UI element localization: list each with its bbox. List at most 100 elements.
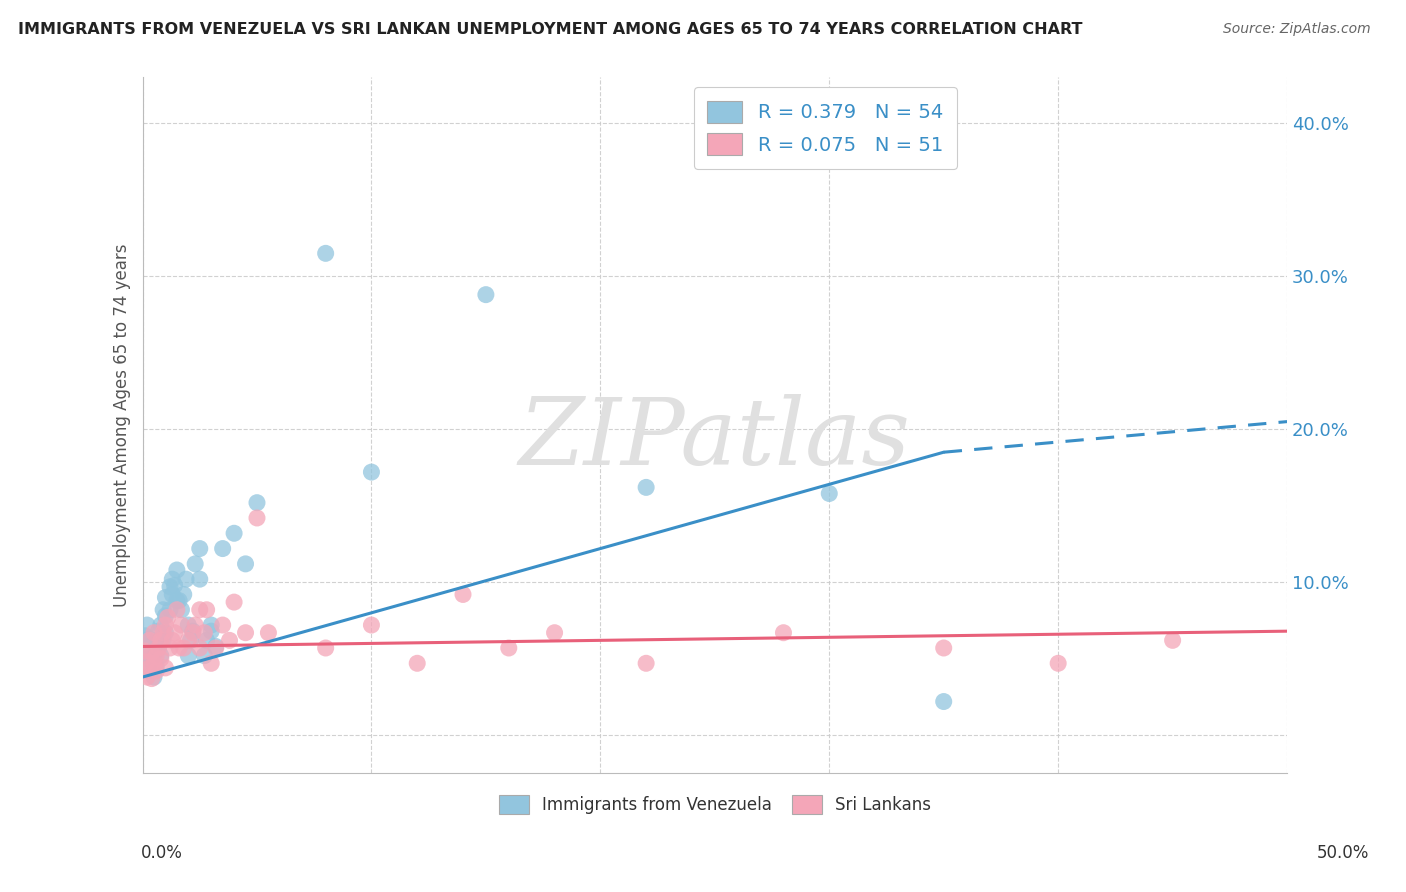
Point (143, 648, 166, 663)
Point (145, 659, 167, 673)
Point (498, 640, 520, 655)
Point (315, 246, 337, 260)
Point (159, 580, 181, 594)
Point (166, 563, 188, 577)
Point (143, 625, 166, 640)
Point (360, 465, 382, 479)
Point (406, 657, 429, 671)
Point (159, 640, 181, 655)
Point (246, 511, 269, 525)
Point (195, 603, 218, 617)
Point (195, 633, 218, 648)
Point (181, 625, 204, 640)
Point (163, 578, 186, 592)
Point (145, 664, 167, 678)
Point (155, 625, 177, 640)
Point (204, 640, 226, 655)
Point (138, 632, 160, 646)
Point (315, 640, 337, 655)
Point (136, 655, 159, 669)
Text: 0.0%: 0.0% (141, 844, 183, 862)
Point (159, 603, 181, 617)
Point (170, 618, 193, 632)
Point (162, 587, 184, 601)
Point (173, 640, 195, 655)
Point (246, 496, 269, 510)
Point (184, 618, 207, 632)
Point (235, 557, 257, 571)
Point (145, 648, 167, 663)
Point (200, 618, 222, 632)
Point (177, 633, 200, 648)
Point (149, 651, 172, 665)
Point (188, 640, 211, 655)
Point (193, 625, 215, 640)
Point (193, 648, 215, 663)
Point (177, 618, 200, 632)
Point (211, 618, 233, 632)
Point (173, 587, 195, 601)
Point (166, 603, 188, 617)
Point (145, 633, 167, 648)
Point (155, 618, 177, 632)
Point (141, 672, 163, 686)
Text: Source: ZipAtlas.com: Source: ZipAtlas.com (1223, 22, 1371, 37)
Point (222, 526, 245, 541)
Point (141, 664, 163, 678)
Point (149, 633, 172, 648)
Y-axis label: Unemployment Among Ages 65 to 74 years: Unemployment Among Ages 65 to 74 years (114, 244, 131, 607)
Point (1047, 657, 1070, 671)
Point (143, 657, 166, 671)
Point (451, 587, 474, 601)
Point (475, 287, 498, 301)
Point (149, 618, 172, 632)
Text: IMMIGRANTS FROM VENEZUELA VS SRI LANKAN UNEMPLOYMENT AMONG AGES 65 TO 74 YEARS C: IMMIGRANTS FROM VENEZUELA VS SRI LANKAN … (18, 22, 1083, 37)
Point (184, 557, 207, 571)
Point (188, 572, 211, 586)
Point (188, 603, 211, 617)
Point (149, 648, 172, 663)
Point (218, 633, 240, 648)
Point (204, 640, 226, 654)
Point (188, 541, 211, 556)
Point (148, 640, 170, 655)
Point (155, 661, 177, 675)
Point (636, 657, 658, 671)
Point (200, 624, 222, 639)
Point (162, 633, 184, 648)
Point (932, 694, 955, 708)
Point (180, 633, 202, 648)
Point (163, 625, 186, 640)
Point (360, 618, 382, 632)
Point (543, 625, 565, 640)
Point (167, 640, 190, 655)
Point (134, 644, 156, 658)
Point (148, 640, 170, 655)
Point (200, 657, 222, 671)
Point (138, 640, 160, 654)
Point (155, 591, 177, 605)
Point (636, 480, 658, 494)
Point (141, 651, 163, 665)
Point (772, 625, 794, 640)
Point (152, 625, 174, 640)
Text: ZIPatlas: ZIPatlas (519, 394, 911, 484)
Point (1161, 633, 1184, 648)
Point (152, 603, 174, 617)
Point (134, 629, 156, 643)
Point (138, 633, 160, 648)
Point (257, 625, 280, 640)
Text: 50.0%: 50.0% (1316, 844, 1369, 862)
Legend: Immigrants from Venezuela, Sri Lankans: Immigrants from Venezuela, Sri Lankans (488, 785, 941, 824)
Point (148, 624, 170, 639)
Point (155, 608, 177, 623)
Point (138, 661, 160, 675)
Point (170, 603, 193, 617)
Point (143, 670, 166, 684)
Point (932, 640, 955, 655)
Point (141, 646, 163, 660)
Point (143, 636, 166, 650)
Point (235, 625, 257, 640)
Point (152, 633, 174, 648)
Point (174, 572, 197, 586)
